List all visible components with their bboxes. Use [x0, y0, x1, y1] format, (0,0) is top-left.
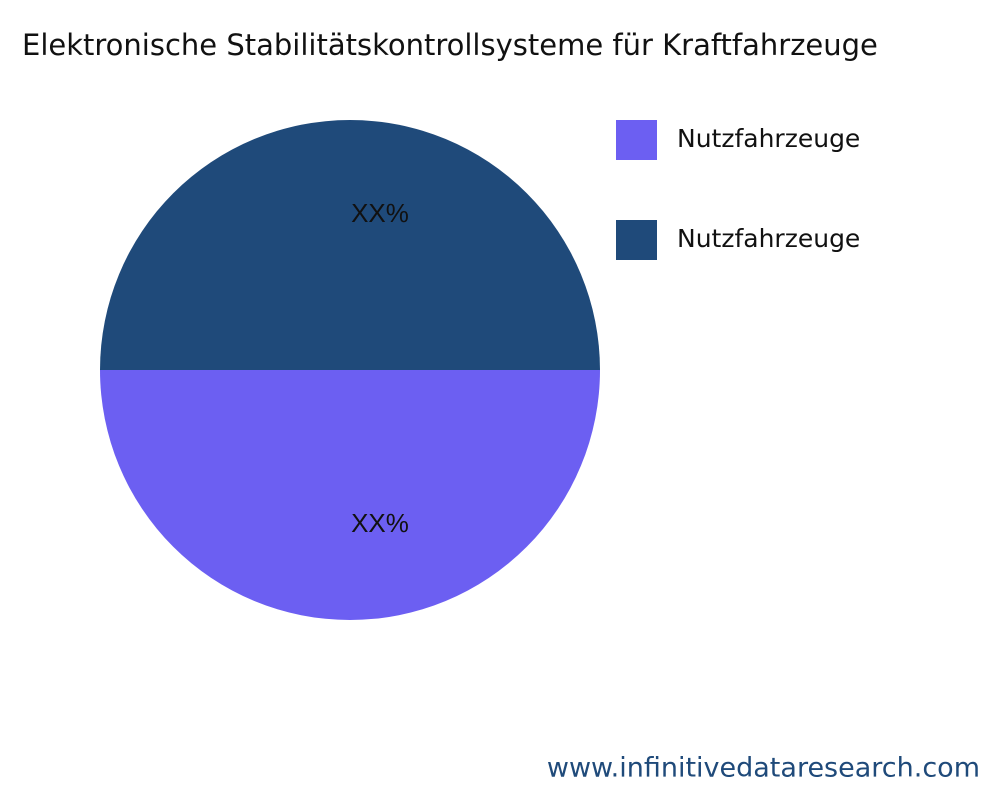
legend-label: Nutzfahrzeuge [677, 124, 860, 153]
pie-slice [100, 370, 600, 620]
legend-swatch [616, 120, 657, 160]
pie-slice [100, 120, 600, 370]
legend-label: Nutzfahrzeuge [677, 224, 860, 253]
source-link[interactable]: www.infinitivedataresearch.com [547, 753, 980, 784]
chart-title: Elektronische Stabilitätskontrollsysteme… [22, 28, 878, 62]
legend-swatch [616, 220, 657, 260]
slice-label: XX% [351, 198, 409, 228]
slice-label: XX% [351, 508, 409, 538]
